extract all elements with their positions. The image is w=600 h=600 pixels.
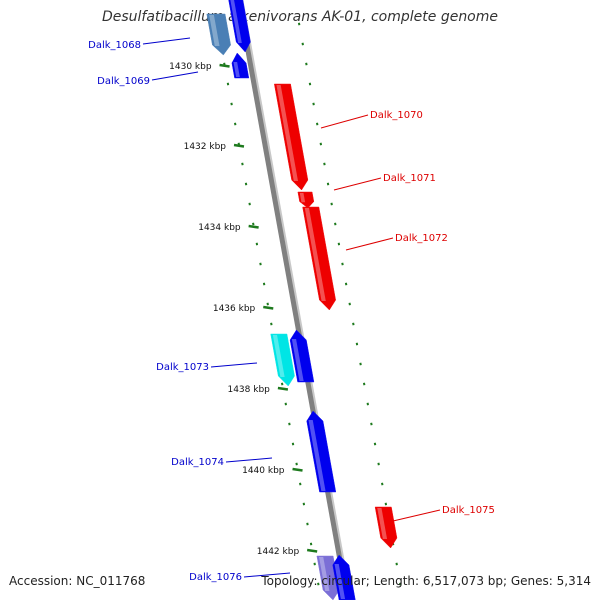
- gene-label-leader: [333, 177, 382, 191]
- gene-label-leader: [151, 71, 199, 81]
- tick-label: 1434 kbp: [198, 223, 241, 233]
- gene-arrow-dalk-1074[interactable]: [306, 410, 337, 493]
- gene-arrow-dalk-1072[interactable]: [302, 206, 336, 311]
- gene-label-leader: [142, 37, 191, 45]
- backbone-line: [236, 0, 350, 600]
- tick-label: 1442 kbp: [257, 547, 300, 557]
- gene-arrow-dalk-1073-pair[interactable]: [289, 329, 315, 383]
- genome-title: Desulfatibacillum alkenivorans AK-01, co…: [101, 9, 499, 25]
- left-dotted-guide: [215, 22, 320, 586]
- tick-label: 1432 kbp: [184, 142, 227, 152]
- tick-label: 1430 kbp: [169, 62, 212, 72]
- gene-label-leader: [320, 114, 369, 129]
- gene-label[interactable]: Dalk_1074: [171, 457, 224, 468]
- gene-arrow-dalk-1070[interactable]: [274, 83, 309, 191]
- gene-arrow-dalk-1069[interactable]: [231, 52, 250, 79]
- gene-label-leader: [225, 457, 273, 463]
- right-dotted-guide: [297, 22, 402, 586]
- gene-arrow-top-partial[interactable]: [228, 0, 251, 53]
- gene-label-leader: [210, 362, 258, 368]
- tick-mark: [306, 548, 318, 553]
- gene-arrow-dalk-1076-pair[interactable]: [332, 554, 356, 600]
- gene-label[interactable]: Dalk_1073: [156, 362, 209, 373]
- gene-label[interactable]: Dalk_1069: [97, 76, 150, 87]
- tick-mark: [277, 386, 289, 391]
- genome-summary-text: Topology: circular; Length: 6,517,073 bp…: [261, 574, 591, 588]
- gene-arrow-dalk-1071[interactable]: [297, 191, 315, 209]
- tick-mark: [292, 467, 303, 472]
- tick-label: 1440 kbp: [242, 466, 285, 476]
- gene-arrow-dalk-1075[interactable]: [374, 506, 398, 549]
- tick-label: 1438 kbp: [227, 385, 270, 395]
- gene-label[interactable]: Dalk_1070: [370, 110, 423, 121]
- tick-mark: [248, 224, 259, 229]
- gene-label-leader: [345, 237, 394, 251]
- gene-label[interactable]: Dalk_1072: [395, 233, 448, 244]
- tick-mark: [263, 305, 274, 310]
- tick-mark: [219, 63, 230, 68]
- gene-label-leader: [243, 572, 291, 578]
- tick-mark: [233, 143, 245, 148]
- tick-label: 1436 kbp: [213, 304, 256, 314]
- gene-label[interactable]: Dalk_1071: [383, 173, 436, 184]
- gene-label[interactable]: Dalk_1075: [442, 505, 495, 516]
- accession-text: Accession: NC_011768: [9, 574, 146, 588]
- gene-label[interactable]: Dalk_1076: [189, 572, 242, 583]
- gene-label[interactable]: Dalk_1068: [88, 40, 141, 51]
- gene-label-leader: [392, 509, 441, 522]
- gene-arrow-dalk-1073[interactable]: [270, 333, 295, 387]
- gene-arrow-dalk-1068[interactable]: [206, 13, 231, 56]
